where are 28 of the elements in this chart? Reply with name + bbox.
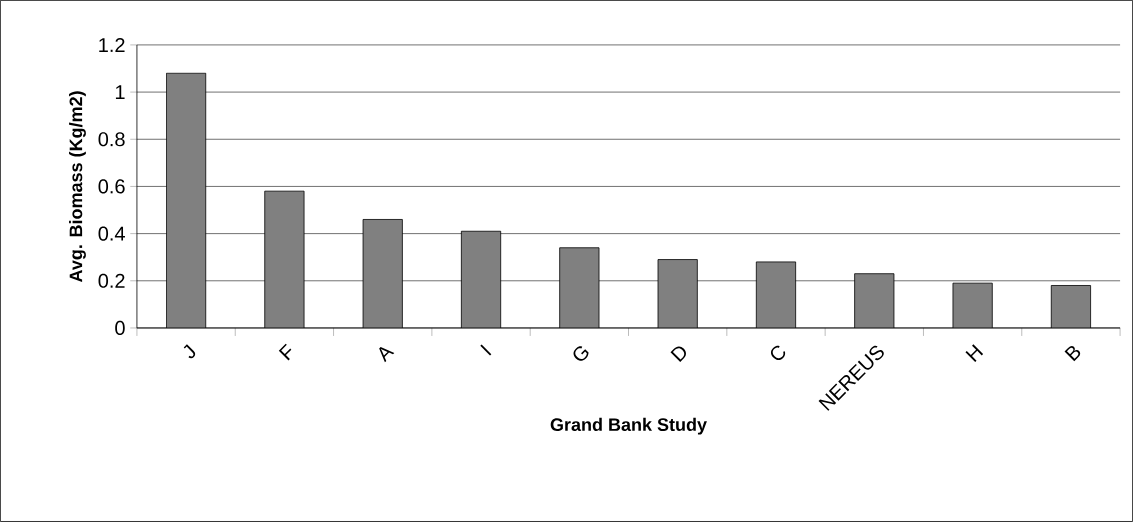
y-tick-label: 0 <box>115 320 125 336</box>
bar <box>363 219 403 328</box>
x-axis-title: Grand Bank Study <box>550 417 707 435</box>
x-tick-label: A <box>379 347 395 363</box>
bar <box>559 247 600 328</box>
x-tick-label: H <box>965 344 984 363</box>
bar <box>461 231 501 328</box>
x-tick-label: G <box>573 346 589 361</box>
y-axis-title: Avg. Biomass (Kg/m2) <box>69 91 86 283</box>
x-tick-label: I <box>480 344 492 356</box>
x-tick-label: J <box>183 344 196 359</box>
y-tick-label: 0.4 <box>98 226 125 241</box>
bar <box>952 283 993 328</box>
x-tick-label: C <box>770 345 786 361</box>
x-tick-label: D <box>670 346 686 363</box>
bar <box>264 191 305 328</box>
y-tick-label: 1.2 <box>99 37 125 52</box>
bar <box>756 261 796 328</box>
bar <box>854 273 894 328</box>
y-tick-label: 0.2 <box>98 273 125 288</box>
y-tick-label: 0.8 <box>98 132 125 147</box>
y-tick-label: 0.6 <box>98 179 125 194</box>
bar <box>166 73 206 328</box>
x-tick-label: B <box>1064 345 1081 362</box>
x-tick-label: F <box>278 343 292 361</box>
bar <box>658 259 698 328</box>
bar <box>1050 285 1091 328</box>
y-tick-label: 1 <box>115 85 125 100</box>
